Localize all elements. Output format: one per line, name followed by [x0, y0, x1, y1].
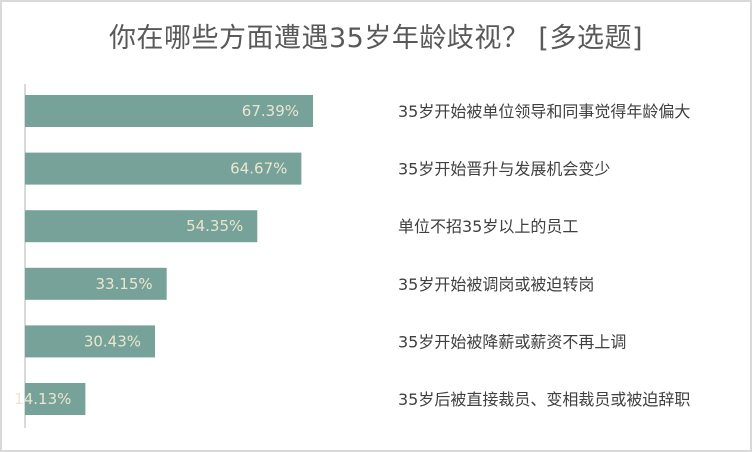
category-label: 单位不招35岁以上的员工 — [398, 217, 578, 236]
bar-2 — [25, 152, 302, 185]
category-label: 35岁开始被单位领导和同事觉得年龄偏大 — [398, 102, 690, 121]
bar-3 — [25, 210, 258, 243]
bar-6 — [25, 383, 86, 415]
bar-1 — [25, 95, 313, 127]
data-label: 67.39% — [242, 102, 299, 120]
category-label: 35岁开始被调岗或被迫转岗 — [398, 275, 594, 294]
category-label: 35岁开始被降薪或薪资不再上调 — [398, 332, 626, 351]
bar-5 — [25, 325, 156, 358]
data-label: 14.13% — [14, 390, 71, 408]
data-label: 30.43% — [84, 332, 141, 350]
chart-title: 你在哪些方面遭遇35岁年龄歧视？ [多选题] — [108, 23, 643, 54]
category-label: 35岁后被直接裁员、变相裁员或被迫辞职 — [398, 390, 690, 409]
data-label: 64.67% — [230, 160, 287, 178]
bar-4 — [25, 267, 167, 300]
category-label: 35岁开始晋升与发展机会变少 — [398, 160, 610, 179]
bars-group: 67.39% 35岁开始被单位领导和同事觉得年龄偏大 64.67% 35岁开始晋升与发… — [14, 95, 690, 415]
data-label: 54.35% — [186, 217, 243, 235]
data-label: 33.15% — [95, 275, 152, 293]
